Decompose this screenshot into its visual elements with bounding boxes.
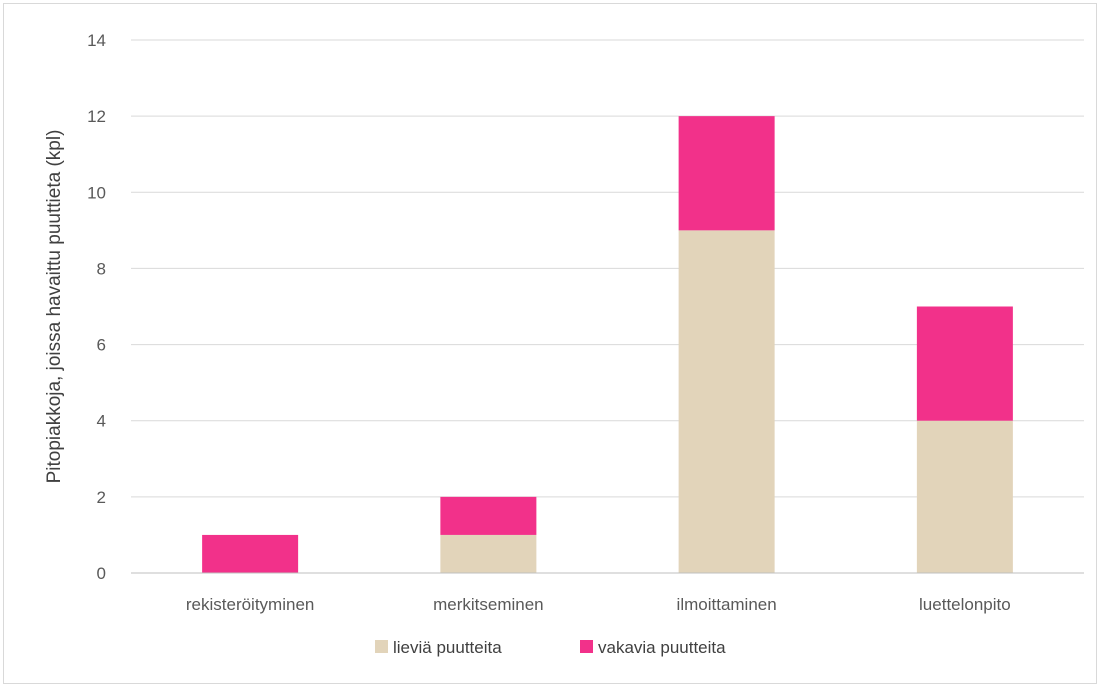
legend-swatch-lievia: [375, 640, 388, 653]
y-tick-label: 0: [97, 564, 106, 583]
bar-vakavia: [440, 496, 537, 535]
y-tick-label: 2: [97, 488, 106, 507]
y-axis-ticks: 0 2 4 6 8 10 12 14: [87, 31, 106, 583]
bar-lievia: [916, 420, 1013, 573]
legend: lieviä puutteita vakavia puutteita: [375, 638, 726, 657]
stacked-bar-chart: rekisteröityminen merkitseminen ilmoittami…: [44, 31, 1084, 657]
x-tick-label: luettelonpito: [919, 595, 1011, 614]
y-tick-label: 8: [97, 259, 106, 278]
x-tick-label: merkitseminen: [433, 595, 544, 614]
chart-frame: rekisteröityminen merkitseminen ilmoittami…: [3, 3, 1097, 684]
x-axis: rekisteröityminen merkitseminen ilmoittami…: [131, 572, 1084, 614]
bars: [202, 116, 1013, 573]
x-tick-label: rekisteröityminen: [186, 595, 315, 614]
x-tick-label: ilmoittaminen: [677, 595, 777, 614]
legend-label-vakavia: vakavia puutteita: [598, 638, 726, 657]
y-tick-label: 6: [97, 336, 106, 355]
bar-lievia: [440, 534, 537, 573]
y-axis-title: Pitopiakkoja, joissa havaittu puuttieta …: [44, 130, 65, 484]
legend-swatch-vakavia: [580, 640, 593, 653]
bar-lievia: [678, 230, 775, 573]
y-tick-label: 14: [87, 31, 106, 50]
gridlines: [131, 39, 1084, 574]
y-tick-label: 12: [87, 107, 106, 126]
bar-vakavia: [202, 534, 299, 573]
bar-vakavia: [916, 306, 1013, 421]
y-tick-label: 10: [87, 183, 106, 202]
y-tick-label: 4: [97, 412, 106, 431]
bar-vakavia: [678, 116, 775, 231]
legend-label-lievia: lieviä puutteita: [393, 638, 502, 657]
